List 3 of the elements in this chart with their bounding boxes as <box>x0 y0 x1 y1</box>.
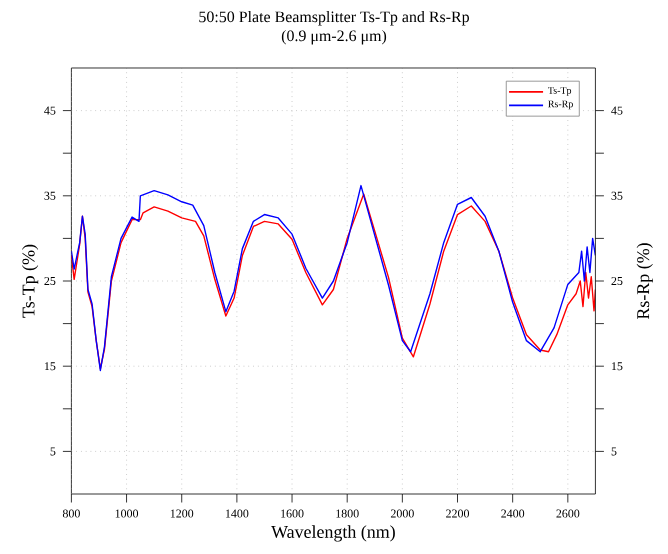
y-axis-title: Ts-Tp (%) <box>21 244 39 318</box>
x-axis-title: Wavelength (nm) <box>271 525 395 542</box>
y2-axis-title: Rs-Rp (%) <box>636 243 653 320</box>
